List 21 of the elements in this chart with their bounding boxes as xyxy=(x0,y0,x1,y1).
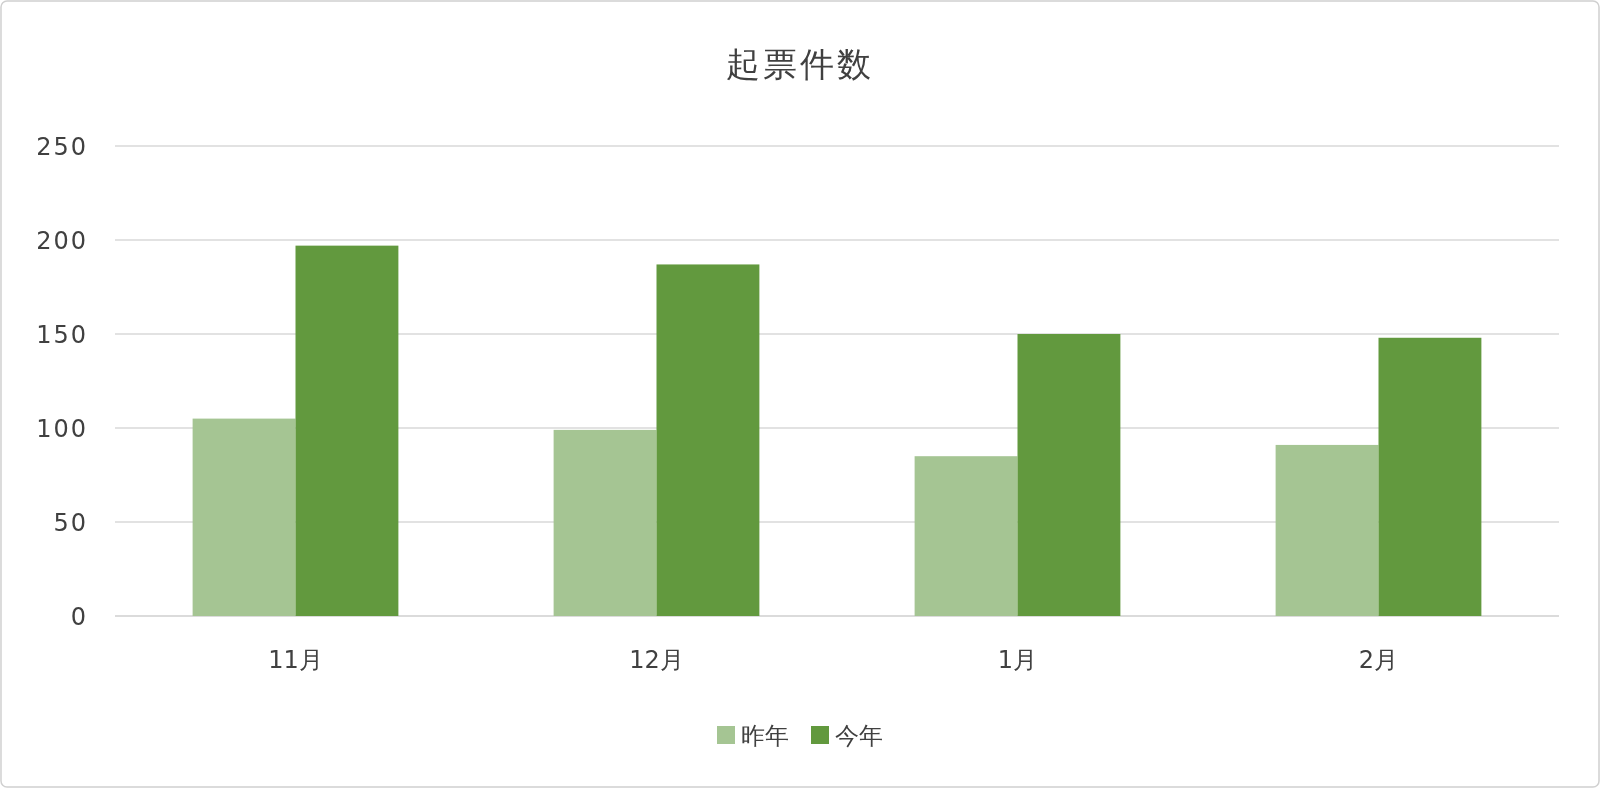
bar xyxy=(1378,337,1482,616)
legend-label: 今年 xyxy=(835,722,883,750)
bar xyxy=(1275,444,1379,616)
y-tick-label: 50 xyxy=(53,509,88,537)
bar xyxy=(553,429,657,616)
x-tick-label: 2月 xyxy=(1358,646,1399,674)
y-tick-label: 250 xyxy=(36,133,88,161)
x-tick-label: 12月 xyxy=(629,646,684,674)
bar xyxy=(192,418,296,616)
x-tick-label: 11月 xyxy=(268,646,323,674)
legend-label: 昨年 xyxy=(741,722,789,750)
y-tick-label: 150 xyxy=(36,321,88,349)
y-tick-label: 200 xyxy=(36,227,88,255)
bar xyxy=(295,245,399,616)
bar xyxy=(914,456,1018,616)
x-tick-label: 1月 xyxy=(997,646,1038,674)
y-tick-label: 100 xyxy=(36,415,88,443)
bar xyxy=(1017,334,1121,616)
bar xyxy=(656,264,760,616)
y-tick-label: 0 xyxy=(70,603,88,631)
chart-title: 起票件数 xyxy=(726,44,874,84)
